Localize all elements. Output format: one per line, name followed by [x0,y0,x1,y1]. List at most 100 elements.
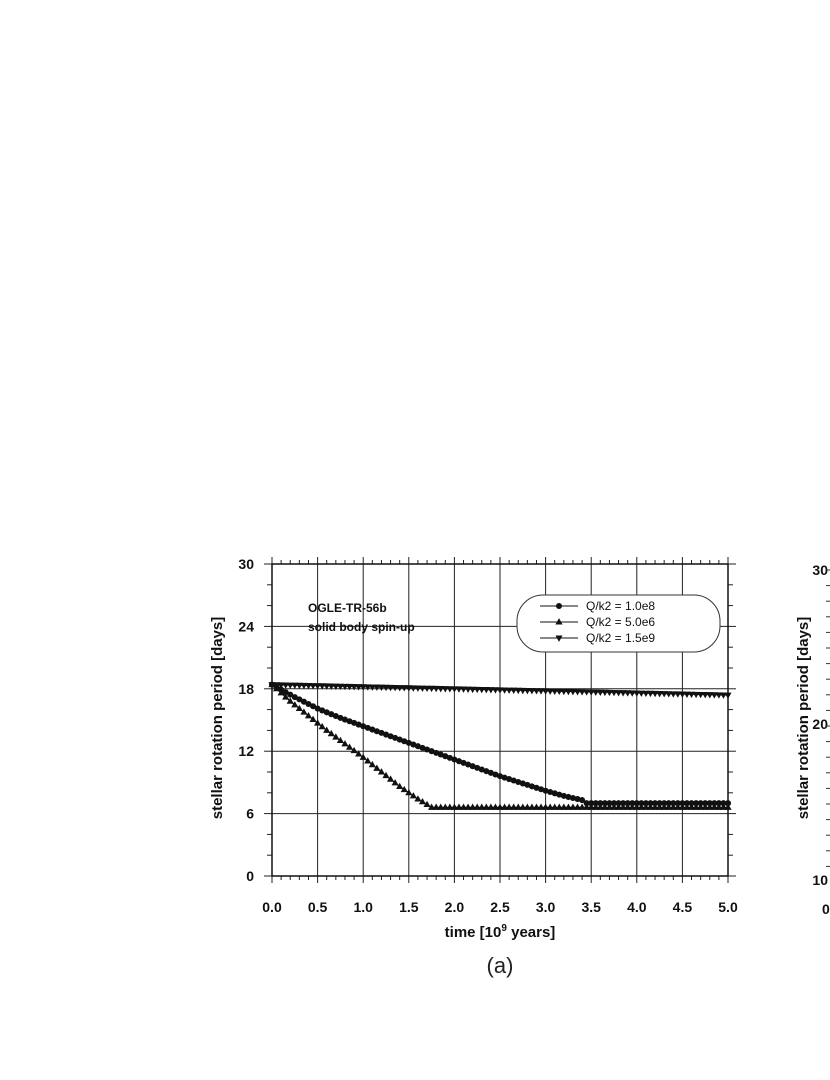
data-point [300,682,308,690]
panel-label: (a) [487,953,514,978]
data-point [409,792,417,799]
y-axis-label-right-chart: stellar rotation period [days] [795,617,812,820]
data-point [500,803,509,810]
data-point [719,803,728,810]
data-point [674,803,682,810]
data-point [619,690,627,697]
data-point [414,795,422,802]
data-point [386,684,395,692]
data-point [491,687,500,694]
data-point [587,803,595,810]
data-point [669,691,677,698]
data-point [706,800,713,807]
data-point [364,724,371,731]
data-point [546,803,554,810]
data-point [400,685,408,692]
data-point [437,751,444,758]
data-point [405,739,412,746]
data-point [697,691,705,699]
data-point [318,683,326,690]
data-point [291,694,298,701]
data-point [624,803,632,810]
data-point [351,719,358,726]
data-point [605,689,614,697]
data-point [291,701,299,708]
data-point [296,696,303,703]
x-tick-label: 5.0 [718,899,738,915]
data-point [610,803,618,810]
data-point [683,691,691,698]
data-point [510,687,518,695]
data-point [455,686,463,693]
data-point [392,734,399,741]
data-point [327,683,335,690]
data-point [382,684,390,692]
data-point [341,740,349,747]
data-point [574,796,581,803]
data-point [537,688,545,695]
data-point [314,705,321,712]
data-point [624,690,632,697]
data-point [637,803,645,810]
data-point [423,800,431,808]
data-point [720,800,727,807]
x-tick-label: 4.0 [627,899,647,915]
data-point [615,800,622,807]
data-point [418,685,427,692]
data-point [369,726,376,733]
data-point [364,757,372,764]
annotation-planet-name: OGLE-TR-56b [308,601,387,615]
data-point [364,684,372,691]
data-point [396,782,404,790]
data-point [610,689,618,697]
data-point [710,803,718,810]
tick-marks [264,557,736,883]
data-point [519,803,527,810]
legend-marker [555,618,563,625]
data-point [418,797,427,805]
data-point [277,689,285,696]
data-point [660,691,668,698]
data-point [560,803,568,810]
data-point [523,803,531,810]
y-tick-label-right-chart: 30 [812,562,828,578]
data-point [360,723,367,730]
data-point [583,689,591,696]
data-point [528,783,535,790]
data-point [469,763,476,770]
annotation-spin-up: solid body spin-up [308,620,415,634]
data-point [519,780,526,787]
data-point [391,684,399,692]
data-point [304,711,313,719]
y-tick-label-right-chart: 20 [812,716,828,732]
data-point [387,733,394,740]
tick-marks-right-chart [826,569,830,867]
data-point [688,800,695,807]
data-point [424,746,431,753]
data-point [405,788,413,796]
data-point [633,690,641,697]
x-axis-label-exponent: 9 [501,923,507,934]
data-point [697,800,704,807]
data-point [432,685,440,693]
legend-entries: Q/k2 = 1.0e8 Q/k2 = 5.0e6 Q/k2 = 1.5e9 [540,599,655,645]
data-point [505,803,513,810]
data-point [465,761,472,768]
data-point [323,709,330,716]
data-point [314,719,322,726]
data-point [711,800,718,807]
data-point [300,708,308,715]
partial-chart-right: stellar rotation period [days] 10 20 30 0 [795,562,830,917]
data-point [674,691,682,698]
y-tick-labels-right-chart: 10 20 30 0 [812,562,830,917]
data-point [291,682,299,690]
data-point [592,803,600,810]
data-point [669,803,677,810]
x-tick-label: 4.5 [673,899,693,915]
data-point [601,689,609,697]
data-point [272,682,281,689]
data-point [359,753,367,760]
data-point [405,685,413,692]
data-point [719,692,728,699]
data-point [629,800,636,807]
